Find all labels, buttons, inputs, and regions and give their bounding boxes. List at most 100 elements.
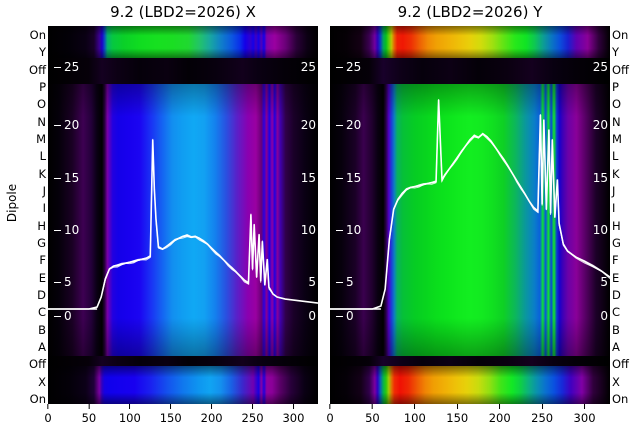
band-shading-overlay <box>330 366 610 404</box>
trace-line-primary <box>48 139 318 310</box>
ytick-left-x-5: 0 <box>54 309 72 323</box>
ytick-right-y-1: 20 <box>592 118 608 132</box>
dipole-label-i-10: I <box>42 201 46 216</box>
xtick-mark <box>211 404 213 409</box>
ytick-right-y-0: 25 <box>592 60 608 74</box>
band-shading-overlay <box>330 84 610 356</box>
signal-trace-x <box>48 138 318 310</box>
heatmap-gap-lower-x <box>48 356 318 366</box>
dipole-label-off-19: Off <box>612 357 629 372</box>
xtick-label: 200 <box>488 411 511 425</box>
dipole-axis-left: On Y Off P O N M L K J I H G F E D C B A Off X On <box>12 26 46 406</box>
dipole-label-x-20: X <box>612 374 620 389</box>
dipole-label-k-8: K <box>612 166 620 181</box>
dipole-label-m-6: M <box>612 132 622 146</box>
xtick-mark <box>541 404 543 409</box>
xtick-mark <box>292 404 294 409</box>
dipole-label-k-8: K <box>38 166 46 181</box>
dipole-label-off-2: Off <box>29 62 46 77</box>
xtick-mark <box>371 404 373 409</box>
ytick-right-x-5: 0 <box>308 309 316 323</box>
heatmap-gap-upper-x <box>48 58 318 84</box>
xtick-label: 300 <box>282 411 305 425</box>
dipole-label-p-3: P <box>39 80 46 94</box>
dipole-label-l-7: L <box>612 149 619 164</box>
dipole-label-i-10: I <box>612 201 616 216</box>
dipole-label-e-14: E <box>612 270 620 285</box>
trace-line-primary <box>330 99 610 310</box>
dipole-label-c-16: C <box>612 305 621 320</box>
xtick-label: 200 <box>200 411 223 425</box>
dipole-label-c-16: C <box>37 305 46 320</box>
xtick-label: 50 <box>365 411 380 425</box>
xtick-mark <box>456 404 458 409</box>
heatmap-panel-y[interactable]: 25 20 15 10 5 0 25 20 15 10 5 0 <box>330 26 610 404</box>
dipole-label-f-13: F <box>39 253 46 268</box>
xtick-label: 0 <box>44 411 52 425</box>
xtick-label: 150 <box>446 411 469 425</box>
xtick-mark <box>584 404 586 409</box>
trace-line-ghost-2 <box>48 139 318 310</box>
dipole-label-a-18: A <box>38 340 46 354</box>
xtick-label: 250 <box>241 411 264 425</box>
band-shading-overlay <box>330 26 610 58</box>
xtick-200: 200 <box>489 404 511 425</box>
heatmap-panel-x[interactable]: 25 20 15 10 5 0 25 20 15 10 5 0 <box>48 26 318 404</box>
band-shading-overlay <box>48 366 318 404</box>
ytick-right-x-0: 25 <box>300 60 316 74</box>
xtick-label: 100 <box>118 411 141 425</box>
dipole-label-h-11: H <box>37 218 46 233</box>
xtick-50: 50 <box>81 404 97 425</box>
xtick-100: 100 <box>119 404 141 425</box>
ytick-right-x-3: 10 <box>300 223 316 237</box>
xtick-mark <box>47 404 49 409</box>
xtick-150: 150 <box>446 404 468 425</box>
dipole-label-off-19: Off <box>29 357 46 372</box>
xtick-mark <box>499 404 501 409</box>
heatmap-band-top-y <box>330 26 610 58</box>
dipole-label-l-7: L <box>39 149 46 164</box>
dipole-label-on-0: On <box>612 28 629 42</box>
xtick-250: 250 <box>242 404 264 425</box>
xtick-label: 150 <box>159 411 182 425</box>
xtick-label: 100 <box>403 411 426 425</box>
ytick-right-y-5: 0 <box>600 309 608 323</box>
dipole-label-off-2: Off <box>612 62 629 77</box>
dipole-label-y-1: Y <box>38 45 46 60</box>
trace-line-ghost-0 <box>330 99 610 310</box>
dipole-label-b-17: B <box>612 322 620 337</box>
dipole-label-on-21: On <box>612 392 629 406</box>
trace-line-ghost-2 <box>330 100 610 310</box>
xtick-mark <box>129 404 131 409</box>
dipole-label-o-4: O <box>36 97 46 112</box>
dipole-label-b-17: B <box>38 322 46 337</box>
ytick-left-y-2: 15 <box>336 171 361 185</box>
ytick-right-y-4: 5 <box>600 275 608 289</box>
dipole-label-on-21: On <box>29 392 46 406</box>
xtick-label: 0 <box>326 411 334 425</box>
xtick-300: 300 <box>574 404 596 425</box>
xtick-mark <box>88 404 90 409</box>
dipole-axis-right: On Y Off P O N M L K J I H G F E D C B A Off X On <box>612 26 640 406</box>
band-shading-overlay <box>48 84 318 356</box>
xtick-50: 50 <box>365 404 380 425</box>
xtick-0: 0 <box>44 404 52 425</box>
dipole-label-j-9: J <box>612 184 616 198</box>
xtick-mark <box>252 404 254 409</box>
heatmap-band-top-x <box>48 26 318 58</box>
dipole-label-n-5: N <box>612 114 621 129</box>
trace-line-ghost-0 <box>48 138 318 310</box>
ytick-left-x-2: 15 <box>54 171 79 185</box>
heatmap-band-bottom-x <box>48 366 318 404</box>
xtick-250: 250 <box>531 404 553 425</box>
panel-title-x: 9.2 (LBD2=2026) X <box>110 3 256 21</box>
x-axis-panel-x: 0 50 100 150 200 250 300 <box>44 404 318 438</box>
xtick-200: 200 <box>201 404 223 425</box>
dipole-label-o-4: O <box>612 97 622 112</box>
xtick-label: 50 <box>81 411 97 425</box>
xtick-300: 300 <box>282 404 304 425</box>
trace-line-ghost-1 <box>330 100 610 310</box>
ytick-right-x-1: 20 <box>300 118 316 132</box>
dipole-label-d-15: D <box>37 288 46 302</box>
